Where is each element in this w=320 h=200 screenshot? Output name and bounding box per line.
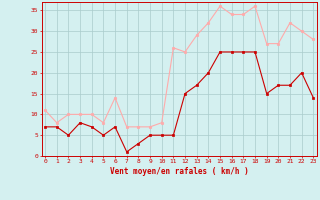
X-axis label: Vent moyen/en rafales ( km/h ): Vent moyen/en rafales ( km/h ) [110, 167, 249, 176]
